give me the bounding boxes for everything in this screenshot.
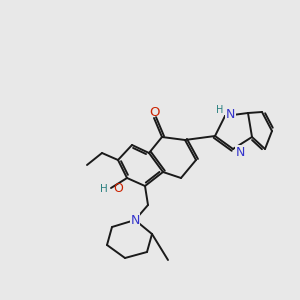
Text: H: H: [100, 184, 108, 194]
Text: O: O: [149, 106, 159, 119]
Text: O: O: [113, 182, 123, 196]
Text: N: N: [226, 107, 236, 121]
Text: H: H: [216, 105, 224, 115]
Text: N: N: [236, 146, 245, 158]
Text: N: N: [130, 214, 140, 226]
